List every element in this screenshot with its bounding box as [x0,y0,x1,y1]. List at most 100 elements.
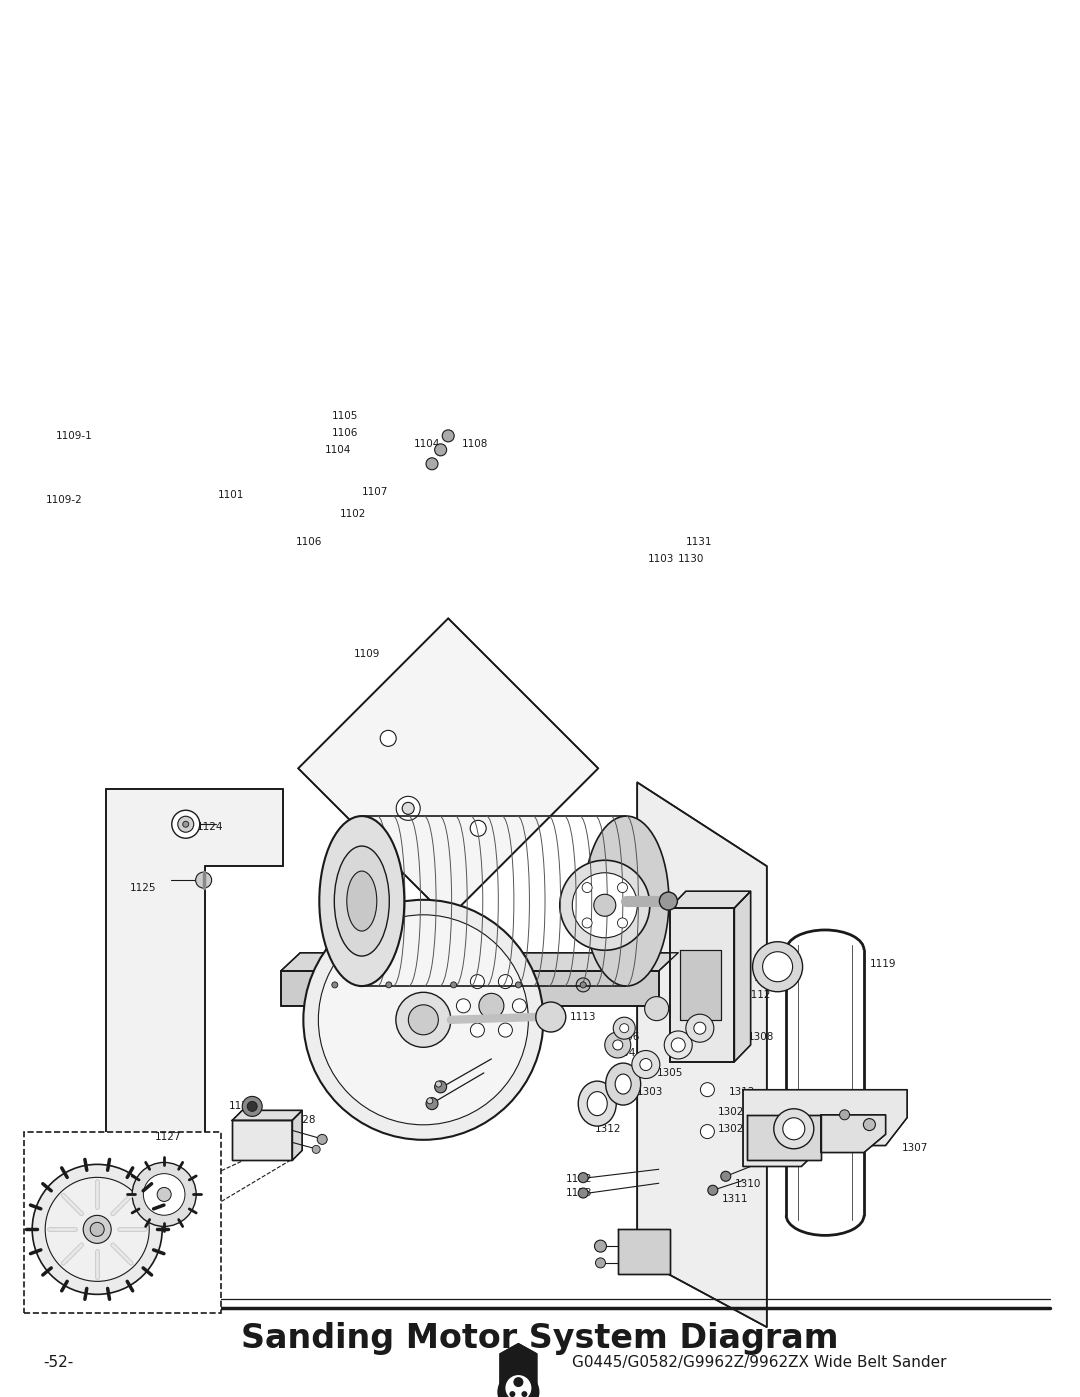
Ellipse shape [559,861,650,950]
Ellipse shape [320,816,404,986]
Circle shape [247,1101,257,1112]
Text: 1130: 1130 [678,553,704,564]
Text: 1115: 1115 [448,1081,475,1092]
Circle shape [380,731,396,746]
Text: G0445/G0582/G9962Z/9962ZX Wide Belt Sander: G0445/G0582/G9962Z/9962ZX Wide Belt Sand… [572,1355,947,1369]
Circle shape [312,1146,320,1154]
Circle shape [863,1119,876,1130]
Ellipse shape [536,1002,566,1032]
Ellipse shape [408,1004,438,1035]
Text: 1127: 1127 [154,1132,181,1143]
Circle shape [402,802,415,814]
Circle shape [618,918,627,928]
Polygon shape [821,1115,886,1153]
Circle shape [426,1098,438,1109]
Text: 1106: 1106 [333,427,359,439]
Text: 1109: 1109 [354,648,380,659]
Polygon shape [747,1115,821,1160]
Ellipse shape [773,1109,814,1148]
Polygon shape [680,950,721,1020]
Ellipse shape [158,1187,171,1201]
Text: 1306: 1306 [613,1031,639,1042]
Circle shape [382,978,395,992]
Polygon shape [670,908,734,1062]
Circle shape [505,1375,531,1397]
Text: 1104: 1104 [325,444,351,455]
Text: 1114: 1114 [437,1098,464,1109]
Text: 1305: 1305 [657,1067,683,1078]
Text: Sanding Motor System Diagram: Sanding Motor System Diagram [241,1322,839,1355]
Circle shape [701,957,714,971]
Circle shape [515,982,522,988]
Text: 1107: 1107 [362,486,388,497]
Ellipse shape [753,942,802,992]
Text: 1313: 1313 [700,1048,727,1059]
Text: 1126: 1126 [240,1148,267,1160]
Circle shape [427,1098,433,1104]
Ellipse shape [783,1118,805,1140]
Ellipse shape [605,1032,631,1058]
Ellipse shape [672,1038,685,1052]
Ellipse shape [347,872,377,930]
Text: 1129: 1129 [229,1101,256,1112]
Text: 1307: 1307 [902,1143,928,1154]
Text: 1311: 1311 [721,1194,748,1204]
Text: 1111: 1111 [754,972,781,983]
Circle shape [580,982,586,988]
Circle shape [701,1041,714,1055]
Polygon shape [232,1111,302,1120]
Ellipse shape [606,1063,640,1105]
Text: 1116: 1116 [316,1000,343,1011]
Circle shape [434,444,447,455]
Circle shape [582,918,592,928]
Ellipse shape [319,915,528,1125]
Ellipse shape [620,1024,629,1032]
Polygon shape [670,891,751,908]
Circle shape [470,820,486,837]
Ellipse shape [303,900,543,1140]
Ellipse shape [693,1023,706,1034]
Ellipse shape [584,816,669,986]
Circle shape [522,1391,527,1397]
Text: 1122: 1122 [565,1173,592,1185]
Text: 1304: 1304 [610,1048,636,1059]
Ellipse shape [83,1215,111,1243]
Circle shape [332,982,338,988]
Text: 1103: 1103 [648,553,674,564]
Text: 1312: 1312 [594,1123,621,1134]
Circle shape [701,1083,714,1097]
Text: 1123: 1123 [565,1187,592,1199]
Polygon shape [734,891,751,1062]
Circle shape [701,915,714,929]
Circle shape [434,1081,447,1092]
Circle shape [510,1391,515,1397]
Polygon shape [298,619,598,918]
Polygon shape [500,1344,537,1390]
Text: 1105: 1105 [333,411,359,422]
Circle shape [578,1172,589,1183]
Polygon shape [281,953,678,971]
Polygon shape [106,789,283,1229]
Text: 1302-1: 1302-1 [718,1123,755,1134]
Polygon shape [281,971,659,1006]
Bar [24,1132,221,1313]
Ellipse shape [578,1081,617,1126]
Circle shape [595,1257,606,1268]
Polygon shape [618,1229,670,1274]
Circle shape [396,796,420,820]
Ellipse shape [613,1017,635,1039]
Ellipse shape [32,1164,162,1295]
Ellipse shape [446,961,537,1051]
Circle shape [242,1097,262,1116]
Text: 1131: 1131 [686,536,713,548]
Text: 1109-2: 1109-2 [45,495,82,506]
Text: 1308: 1308 [747,1031,773,1042]
Circle shape [582,883,592,893]
Polygon shape [293,1111,302,1161]
Ellipse shape [91,1222,104,1236]
Circle shape [498,975,512,989]
Text: 1124: 1124 [197,821,224,833]
Ellipse shape [335,847,389,956]
Circle shape [578,1187,589,1199]
Text: 1309: 1309 [853,1106,879,1118]
